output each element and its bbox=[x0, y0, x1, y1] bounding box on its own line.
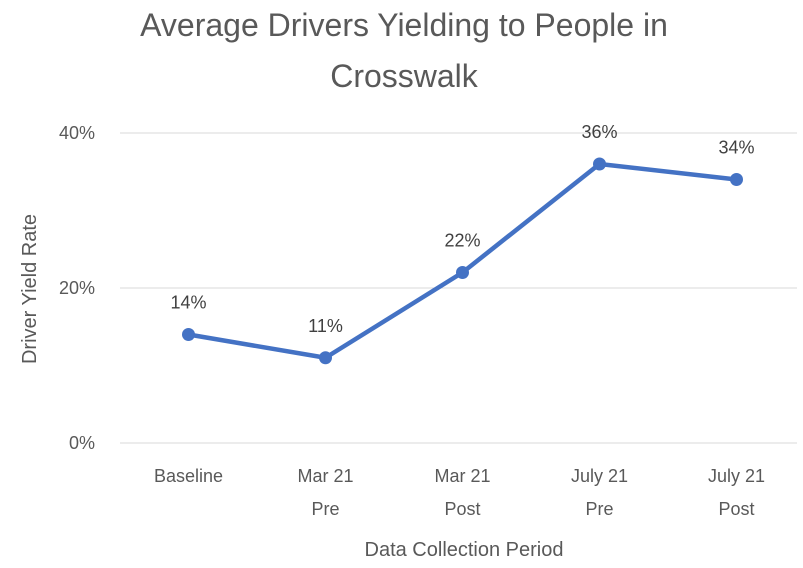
series-line bbox=[186, 161, 739, 360]
data-label: 22% bbox=[444, 231, 480, 251]
data-point bbox=[456, 266, 469, 279]
data-label: 36% bbox=[581, 122, 617, 142]
chart-title-line-2: Crosswalk bbox=[330, 58, 479, 94]
data-label: 11% bbox=[308, 316, 343, 336]
data-label: 34% bbox=[718, 138, 754, 158]
y-tick-label: 20% bbox=[59, 278, 95, 298]
data-point bbox=[730, 173, 743, 186]
x-tick-label: Mar 21 bbox=[434, 466, 490, 486]
data-point bbox=[182, 328, 195, 341]
chart-title-line-1: Average Drivers Yielding to People in bbox=[140, 7, 668, 43]
data-point bbox=[593, 157, 606, 171]
y-axis-ticks: 0% 20% 40% bbox=[59, 123, 95, 453]
x-axis-title: Data Collection Period bbox=[365, 539, 564, 561]
data-labels: 14% 11% 22% 36% 34% bbox=[170, 122, 754, 336]
data-point bbox=[319, 351, 332, 365]
gridlines bbox=[120, 132, 797, 444]
series-layer bbox=[182, 157, 743, 365]
x-axis-ticks: Baseline Mar 21 Pre Mar 21 Post July 21 Pre Jul… bbox=[154, 466, 765, 519]
y-axis-title: Driver Yield Rate bbox=[19, 214, 41, 364]
x-tick-label: Post bbox=[718, 499, 754, 519]
y-tick-label: 40% bbox=[59, 123, 95, 143]
data-label: 14% bbox=[170, 293, 206, 313]
x-tick-label: Pre bbox=[585, 499, 613, 519]
x-tick-label: Post bbox=[444, 499, 480, 519]
x-tick-label: July 21 bbox=[708, 466, 765, 486]
x-tick-label: July 21 bbox=[571, 466, 628, 486]
x-tick-label: Pre bbox=[311, 499, 339, 519]
x-tick-label: Baseline bbox=[154, 466, 223, 486]
x-tick-label: Mar 21 bbox=[297, 466, 353, 486]
y-tick-label: 0% bbox=[69, 433, 95, 453]
